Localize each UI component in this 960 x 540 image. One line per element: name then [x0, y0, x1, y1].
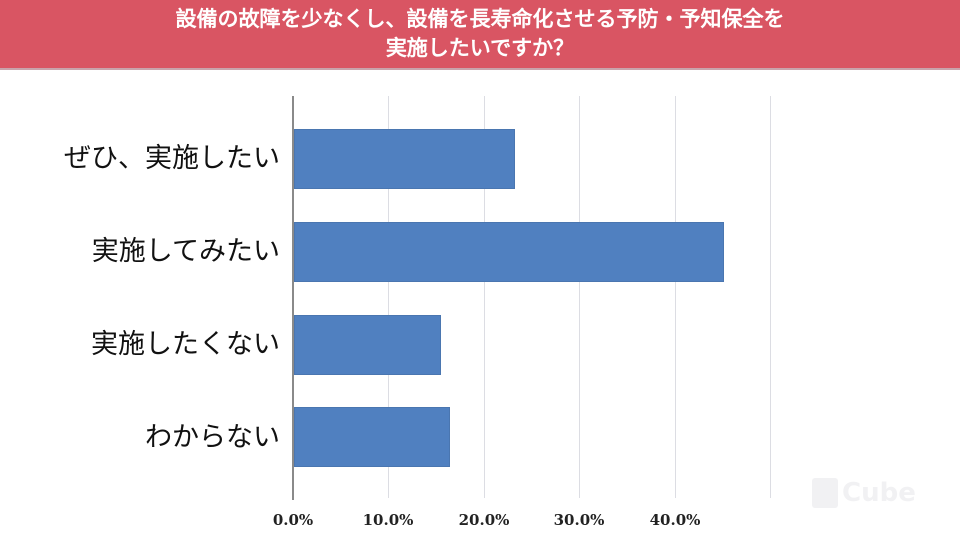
- category-label: わからない: [145, 422, 280, 453]
- x-tick-label: 40.0%: [649, 511, 701, 529]
- bar: [294, 129, 515, 189]
- bar: [294, 222, 724, 282]
- y-axis-line: [292, 96, 294, 500]
- x-tick-label: 20.0%: [458, 511, 510, 529]
- gridline-20: [484, 96, 485, 498]
- bar: [294, 315, 441, 375]
- gridline-40: [675, 96, 676, 498]
- watermark-logo: Cube: [812, 478, 916, 508]
- chart-title-line-1: 設備の故障を少なくし、設備を長寿命化させる予防・予知保全を: [175, 7, 785, 31]
- chart-title-line-2: 実施したいですか？: [385, 36, 575, 60]
- x-tick-label: 10.0%: [362, 511, 414, 529]
- gridline-30: [579, 96, 580, 498]
- x-tick-label: 0.0%: [272, 511, 314, 529]
- watermark-text: Cube: [842, 478, 916, 508]
- gridline-50: [770, 96, 771, 498]
- cube-logo-icon: [812, 478, 838, 508]
- category-label: ぜひ、実施したい: [64, 143, 280, 174]
- category-label: 実施したくない: [91, 329, 280, 360]
- gridline-10: [388, 96, 389, 498]
- x-tick-label: 30.0%: [553, 511, 605, 529]
- bar: [294, 407, 450, 467]
- chart-title-banner: 設備の故障を少なくし、設備を長寿命化させる予防・予知保全を 実施したいですか？: [0, 0, 960, 70]
- category-label: 実施してみたい: [91, 236, 280, 267]
